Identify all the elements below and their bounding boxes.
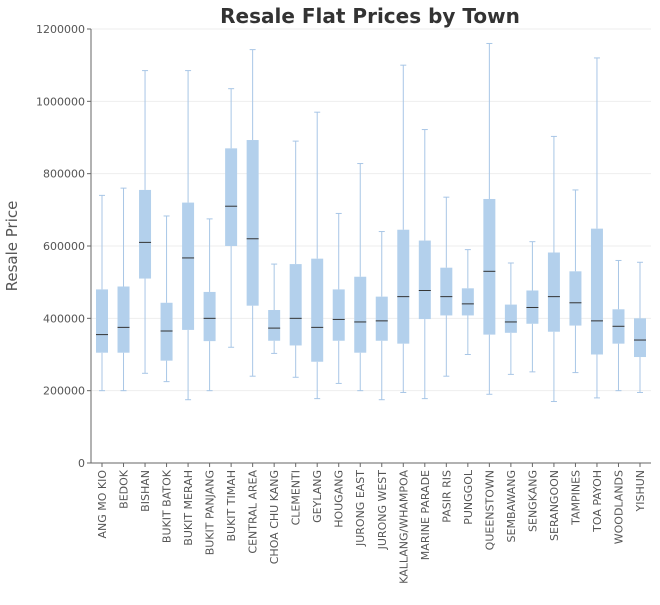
x-tick-label: BUKIT PANJANG	[204, 470, 217, 555]
x-tick-label: SEMBAWANG	[505, 470, 518, 542]
box-serangoon	[547, 135, 560, 403]
y-tick-label: 0	[78, 457, 85, 470]
x-tick-label: PUNGGOL	[462, 469, 475, 525]
box-queenstown	[483, 42, 496, 395]
iqr-box	[96, 289, 108, 353]
box-central-area	[246, 49, 259, 377]
y-tick-label: 600000	[43, 240, 85, 253]
box-bukit-panjang	[203, 218, 216, 392]
iqr-box	[461, 288, 474, 316]
iqr-box	[483, 198, 496, 335]
box-sembawang	[504, 262, 517, 375]
box-hougang	[332, 212, 345, 384]
x-tick-label: WOODLANDS	[612, 470, 625, 544]
box-jurong-east	[354, 163, 367, 392]
box-tampines	[569, 189, 582, 374]
box-jurong-west	[375, 231, 388, 401]
box-bukit-merah	[182, 70, 195, 401]
x-tick-label: CENTRAL AREA	[247, 470, 260, 554]
y-tick-label: 1000000	[36, 95, 85, 108]
x-tick-label: SENGKANG	[526, 470, 539, 532]
x-tick-label: HOUGANG	[333, 470, 346, 528]
grid-lines	[91, 28, 651, 392]
iqr-box	[182, 202, 195, 330]
iqr-box	[354, 276, 367, 353]
iqr-box	[504, 304, 517, 333]
box-bukit-timah	[225, 88, 238, 348]
iqr-box	[397, 229, 410, 344]
box-punggol	[461, 249, 474, 355]
x-tick-label: KALLANG/WHAMPOA	[397, 470, 410, 584]
x-tick-label: ANG MO KIO	[96, 470, 109, 539]
box-choa-chu-kang	[268, 263, 281, 354]
iqr-box	[569, 271, 582, 326]
box-pasir-ris	[440, 196, 453, 377]
box-bishan	[139, 70, 152, 374]
x-tick-label: TAMPINES	[569, 470, 582, 526]
box-toa-payoh	[590, 57, 603, 399]
iqr-box	[117, 286, 130, 353]
labels: 0 200000 400000 600000 800000 1000000 1200000 R…	[3, 23, 647, 584]
iqr-box	[634, 318, 646, 358]
iqr-box	[268, 310, 281, 341]
x-tick-label: TOA PAYOH	[591, 470, 604, 533]
iqr-box	[418, 240, 431, 320]
y-tick-label: 1200000	[36, 23, 85, 36]
box-bedok	[117, 187, 130, 392]
x-tick-label: GEYLANG	[311, 470, 324, 523]
x-tick-label: BUKIT TIMAH	[225, 470, 238, 542]
x-tick-label: BUKIT MERAH	[182, 470, 195, 546]
iqr-box	[311, 258, 324, 362]
x-tick-label: CHOA CHU KANG	[268, 470, 281, 564]
axes	[87, 28, 651, 467]
box-marine-parade	[418, 129, 431, 400]
x-tick-label: QUEENSTOWN	[483, 470, 496, 550]
x-tick-label: SERANGOON	[548, 470, 561, 541]
iqr-box	[375, 296, 388, 341]
iqr-box	[160, 302, 173, 361]
box-ang-mo-kio	[96, 194, 108, 392]
x-tick-label: BUKIT BATOK	[161, 469, 174, 543]
iqr-box	[225, 148, 238, 246]
iqr-box	[590, 228, 603, 355]
iqr-box	[332, 289, 345, 341]
x-tick-label: PASIR RIS	[440, 470, 453, 523]
y-tick-label: 800000	[43, 168, 85, 181]
y-axis-label: Resale Price	[3, 201, 21, 292]
iqr-box	[246, 140, 259, 306]
iqr-box	[203, 291, 216, 342]
box-woodlands	[612, 259, 625, 392]
x-tick-label: YISHUN	[634, 470, 647, 513]
y-tick-label: 400000	[43, 312, 85, 325]
x-tick-label: BEDOK	[118, 469, 131, 509]
y-tick-label: 200000	[43, 385, 85, 398]
box-clementi	[289, 140, 302, 378]
box-series	[96, 42, 646, 403]
x-tick-label: MARINE PARADE	[419, 470, 432, 560]
iqr-box	[440, 267, 453, 316]
box-bukit-batok	[160, 215, 173, 383]
iqr-box	[139, 189, 152, 279]
box-sengkang	[526, 241, 539, 373]
x-tick-label: JURONG WEST	[376, 470, 389, 551]
box-kallang-whampoa	[397, 64, 410, 393]
x-tick-label: JURONG EAST	[354, 470, 367, 547]
box-geylang	[311, 111, 324, 400]
box-yishun	[634, 261, 646, 393]
iqr-box	[289, 264, 302, 346]
iqr-box	[547, 252, 560, 332]
chart-title: Resale Flat Prices by Town	[220, 4, 520, 28]
x-tick-label: CLEMENTI	[290, 470, 303, 525]
x-tick-label: BISHAN	[139, 470, 152, 512]
